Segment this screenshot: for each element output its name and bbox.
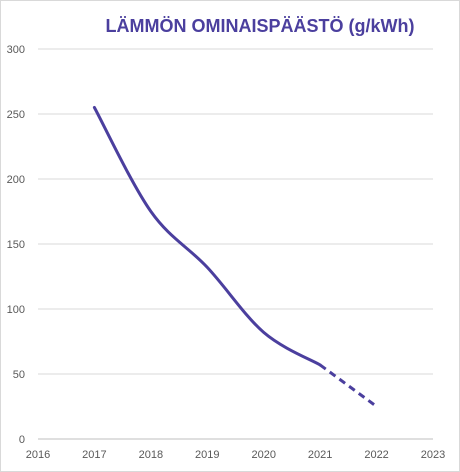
x-tick-label: 2016	[26, 449, 50, 461]
y-tick-label: 50	[13, 369, 25, 381]
y-tick-label: 0	[19, 434, 25, 446]
y-tick-label: 150	[7, 239, 25, 251]
x-tick-label: 2022	[364, 449, 388, 461]
series-line-dashed	[319, 363, 378, 408]
y-tick-label: 300	[7, 44, 25, 56]
y-tick-label: 250	[7, 109, 25, 121]
x-tick-label: 2021	[308, 449, 332, 461]
gridlines	[38, 48, 433, 375]
series-lines	[92, 106, 378, 408]
series-line-solid	[92, 106, 322, 367]
x-tick-label: 2018	[139, 449, 163, 461]
y-tick-label: 100	[7, 304, 25, 316]
chart-title: LÄMMÖN OMINAISPÄÄSTÖ (g/kWh)	[105, 16, 415, 36]
x-tick-label: 2023	[421, 449, 445, 461]
y-tick-label: 200	[7, 174, 25, 186]
x-tick-labels: 2016 2017 2018 2019 2020 2021 2022 2023	[26, 449, 445, 461]
y-tick-labels: 0 50 100 150 200 250 300	[7, 44, 25, 446]
x-tick-label: 2019	[195, 449, 219, 461]
x-tick-label: 2020	[251, 449, 275, 461]
x-tick-label: 2017	[82, 449, 106, 461]
